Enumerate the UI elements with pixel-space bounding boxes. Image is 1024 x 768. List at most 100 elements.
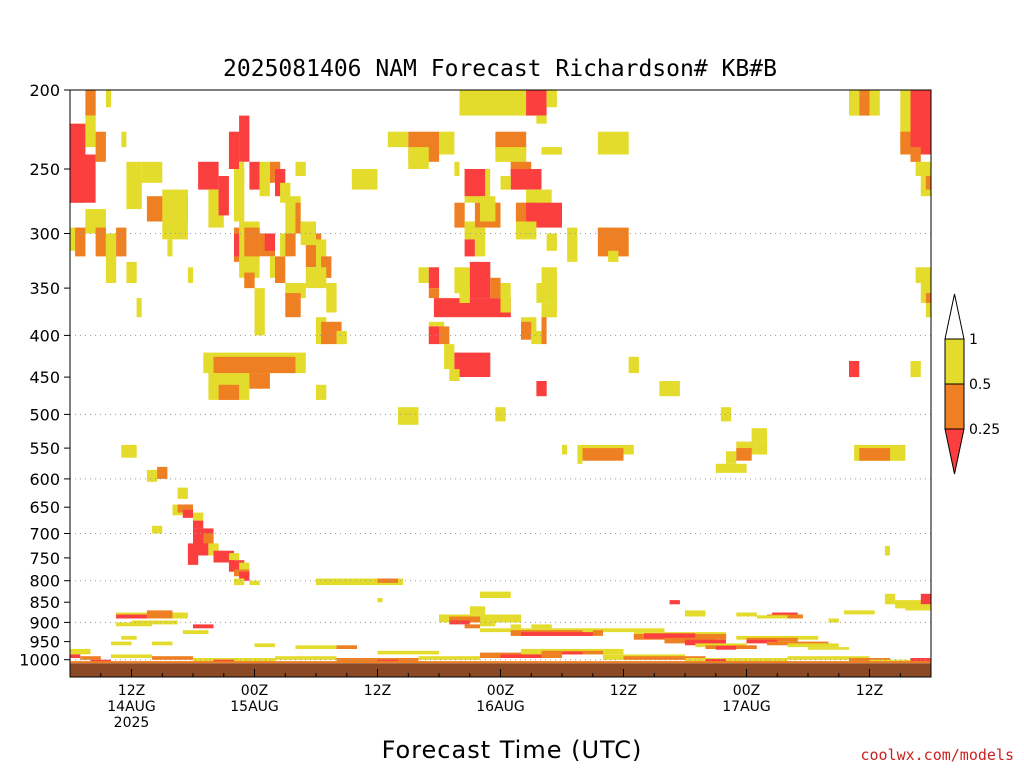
ri-cell-yellow	[126, 261, 137, 283]
ri-cell-red	[454, 352, 491, 377]
ri-cell-yellow	[905, 604, 916, 611]
ri-cell-red	[193, 520, 204, 529]
ri-cell-yellow	[444, 344, 455, 370]
ri-cell-red	[218, 176, 229, 216]
ri-cell-orange	[521, 321, 532, 340]
ri-cell-yellow	[300, 221, 316, 246]
chart-title: 2025081406 NAM Forecast Richardson# KB#B	[223, 56, 777, 82]
ri-cell-yellow	[884, 593, 896, 605]
ri-cell-yellow	[70, 648, 91, 655]
ri-cell-orange	[449, 616, 481, 623]
ri-cell-yellow	[295, 161, 306, 176]
ri-cell-orange	[146, 196, 168, 222]
ri-cell-yellow	[418, 267, 429, 283]
ri-cell-yellow	[259, 161, 270, 197]
ri-cell-orange	[321, 256, 332, 278]
ri-cell-yellow	[295, 645, 337, 649]
ri-cell-orange	[70, 661, 931, 664]
ri-cell-yellow	[756, 615, 788, 619]
y-tick-label: 1000	[19, 651, 60, 670]
ri-cell-yellow	[187, 267, 193, 283]
y-tick-label: 800	[29, 572, 60, 591]
ri-cell-red	[526, 90, 547, 116]
y-tick-label: 550	[29, 439, 60, 458]
ri-cell-yellow	[167, 239, 173, 257]
y-axis: 200 250 300 350 400 450 500 550 600 650 700 750 800 8…	[19, 81, 70, 670]
ri-cell-yellow	[193, 512, 204, 521]
ri-cell-yellow	[495, 147, 527, 162]
ri-cell-yellow	[541, 147, 562, 155]
ri-cell-yellow	[500, 283, 511, 313]
ri-cell-red	[705, 659, 726, 662]
ri-cell-red	[536, 381, 547, 397]
ri-cell-orange	[295, 202, 301, 234]
ri-cell-yellow	[275, 656, 337, 660]
ri-cell-orange	[146, 610, 173, 619]
ri-cell-red	[500, 654, 542, 658]
ri-cell-yellow	[869, 90, 880, 116]
x-tick-label: 00Z	[487, 683, 514, 699]
ri-cell-yellow	[136, 298, 142, 318]
ri-cell-yellow	[597, 131, 629, 155]
x-tick-label: 15AUG	[230, 699, 279, 715]
ri-cell-yellow	[336, 330, 347, 345]
ri-cell-yellow	[454, 267, 470, 294]
ri-cell-yellow	[582, 628, 593, 633]
ri-cell-yellow	[787, 656, 870, 660]
ri-cell-yellow	[577, 454, 583, 464]
ri-cell-orange	[75, 227, 86, 257]
ri-cell-orange	[454, 202, 465, 228]
ri-cell-yellow	[316, 384, 327, 400]
ri-cell-orange	[336, 645, 357, 649]
ri-cell-red	[920, 593, 932, 605]
x-tick-label: 12Z	[364, 683, 391, 699]
ri-cell-yellow	[695, 643, 747, 648]
ri-cell-yellow	[105, 233, 117, 283]
ri-cell-yellow	[895, 600, 931, 609]
ri-cell-orange	[541, 317, 547, 345]
ri-cell-orange	[213, 356, 296, 374]
ri-cell-yellow	[915, 267, 931, 283]
ri-cell-yellow	[541, 267, 557, 283]
ri-cell-red	[213, 659, 234, 662]
ri-cell-yellow	[398, 407, 419, 425]
ri-cell-orange	[95, 131, 106, 162]
ri-cell-yellow	[249, 580, 260, 586]
ri-cell-yellow	[510, 624, 521, 629]
y-tick-label: 250	[29, 160, 60, 179]
ri-cell-red	[249, 161, 260, 190]
ri-cell-yellow	[387, 131, 409, 148]
ri-cell-yellow	[567, 227, 578, 262]
ri-cell-orange	[377, 578, 398, 583]
ri-cell-red	[464, 239, 475, 257]
legend-swatch	[944, 338, 965, 385]
y-tick-label: 500	[29, 405, 60, 424]
credit-text: coolwx.com/models	[860, 746, 1014, 764]
ri-cell-red	[428, 326, 440, 345]
ri-cell-orange	[152, 656, 193, 660]
ri-cell-yellow	[608, 250, 619, 262]
legend-swatch	[944, 383, 965, 430]
ri-cell-yellow	[126, 161, 142, 210]
x-tick-label: 00Z	[733, 683, 760, 699]
richardson-cells	[70, 90, 932, 664]
ri-cell-orange	[859, 90, 870, 116]
ri-cell-yellow	[208, 543, 219, 556]
y-tick-label: 850	[29, 593, 60, 612]
ri-cell-yellow	[326, 283, 337, 313]
ri-cell-orange	[321, 321, 342, 345]
ri-cell-yellow	[141, 161, 163, 183]
ri-cell-red	[70, 654, 81, 658]
ri-cell-red	[193, 624, 214, 629]
ri-cell-red	[562, 651, 583, 655]
ri-cell-yellow	[541, 303, 557, 318]
ri-cell-red	[644, 633, 696, 639]
ri-cell-yellow	[408, 147, 429, 169]
gridlines	[70, 233, 931, 661]
ri-cell-yellow	[849, 90, 860, 116]
ri-cell-red	[90, 659, 111, 662]
colorbar-legend: 1 0.5 0.25	[944, 293, 1000, 475]
ri-cell-yellow	[377, 598, 383, 603]
ri-cell-yellow	[454, 161, 460, 176]
ri-cell-yellow	[500, 176, 511, 190]
